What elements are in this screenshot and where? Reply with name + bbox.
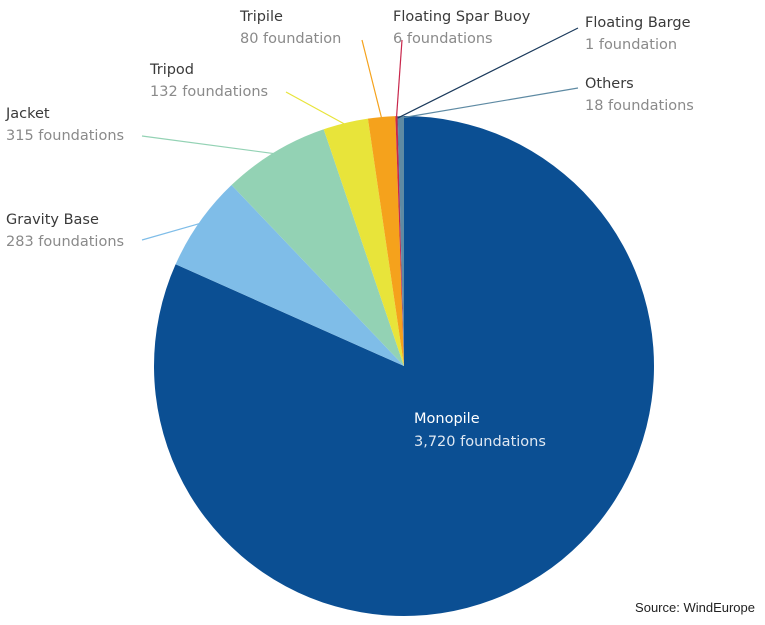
leader-line-others	[400, 87, 579, 119]
slice-label-jacket: Jacket	[5, 106, 50, 122]
slice-label-tripile: Tripile	[239, 9, 283, 25]
slice-value-tripile: 80 foundation	[240, 31, 341, 47]
slice-value-gravity-base: 283 foundations	[6, 234, 124, 250]
slice-value-monopile: 3,720 foundations	[414, 434, 546, 450]
slice-value-jacket: 315 foundations	[6, 128, 124, 144]
pie-slice-gravity-base	[175, 185, 404, 366]
slice-label-monopile: Monopile	[414, 411, 480, 427]
slice-value-others: 18 foundations	[585, 98, 694, 114]
slice-label-tripod: Tripod	[149, 62, 194, 78]
pie-slice-tripod	[323, 118, 404, 367]
slice-label-floating-barge: Floating Barge	[585, 15, 691, 31]
slice-label-gravity-base: Gravity Base	[6, 212, 99, 228]
leader-line-tripod	[285, 91, 347, 126]
leader-line-jacket	[141, 135, 276, 155]
slice-value-floating-spar-buoy: 6 foundations	[393, 31, 493, 47]
leader-line-floating-barge	[397, 27, 579, 119]
pie-slice-others	[397, 116, 404, 366]
slice-value-floating-barge: 1 foundation	[585, 37, 677, 53]
pie-slice-floating-barge	[397, 116, 404, 366]
slice-label-others: Others	[585, 76, 634, 92]
pie-slice-tripile	[367, 116, 404, 366]
slice-value-tripod: 132 foundations	[150, 84, 268, 100]
leader-line-gravity-base	[141, 222, 202, 241]
leader-line-tripile	[361, 39, 383, 120]
pie-slice-jacket	[231, 129, 404, 366]
leader-line-floating-spar-buoy	[395, 39, 403, 119]
pie-slice-floating-spar-buoy	[395, 116, 404, 367]
source-note: Source: WindEurope	[635, 600, 755, 615]
slice-label-floating-spar-buoy: Floating Spar Buoy	[393, 9, 531, 25]
